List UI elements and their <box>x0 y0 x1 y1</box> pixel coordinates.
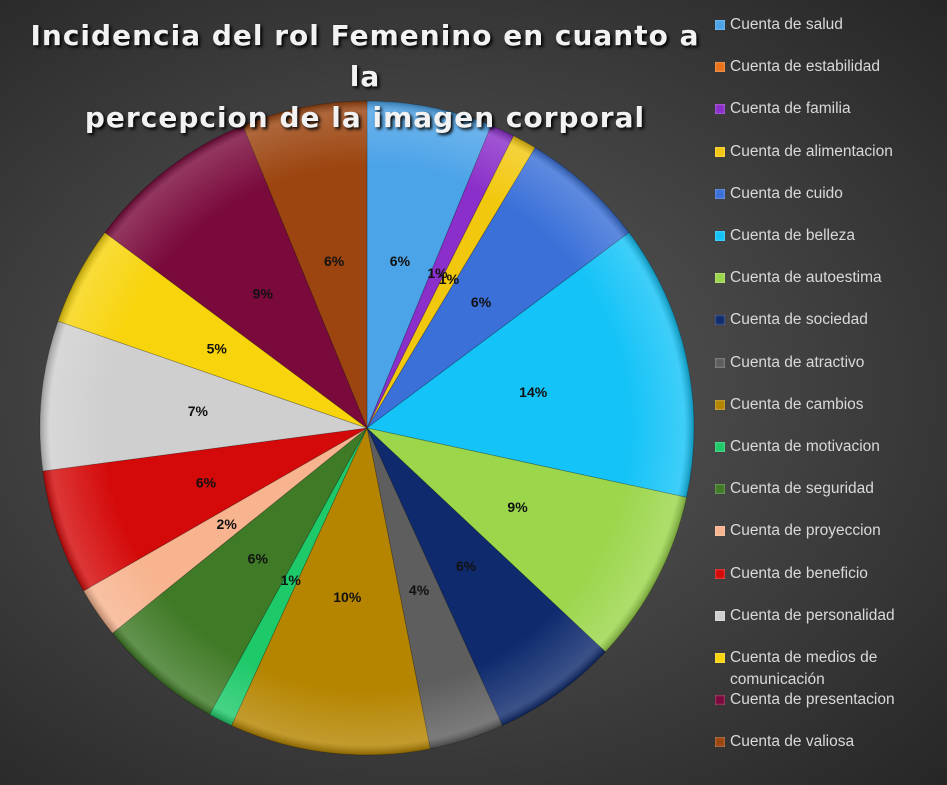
data-label-14: 7% <box>188 403 209 419</box>
legend-marker-icon <box>715 20 725 30</box>
data-label-5: 14% <box>519 384 548 400</box>
legend-marker-icon <box>715 104 725 115</box>
legend-label: Cuenta de familia <box>730 100 851 118</box>
data-label-0: 6% <box>390 253 411 269</box>
legend-marker-icon <box>715 610 725 621</box>
legend-marker-icon <box>715 568 725 579</box>
legend-item-9: Cuenta de cambios <box>715 394 943 416</box>
legend-marker-icon <box>715 695 725 706</box>
legend-item-5: Cuenta de belleza <box>715 225 943 247</box>
legend-marker-icon <box>715 399 725 410</box>
data-label-9: 10% <box>333 589 362 605</box>
legend-marker-icon <box>715 357 725 368</box>
legend-marker-icon <box>715 526 725 537</box>
data-label-7: 6% <box>456 558 477 574</box>
legend-marker-icon <box>715 146 725 157</box>
data-label-6: 9% <box>507 499 528 515</box>
legend-item-1: Cuenta de estabilidad <box>715 56 943 78</box>
legend-label: Cuenta de presentacion <box>730 691 895 709</box>
legend-label: Cuenta de valiosa <box>730 733 855 751</box>
legend-label: Cuenta de atractivo <box>730 353 865 371</box>
legend-item-7: Cuenta de sociedad <box>715 309 943 331</box>
legend-label: Cuenta de cuido <box>730 184 843 202</box>
legend-item-12: Cuenta de proyeccion <box>715 520 943 542</box>
legend-item-17: Cuenta de valiosa <box>715 731 943 753</box>
legend-item-2: Cuenta de familia <box>715 98 943 120</box>
legend-item-10: Cuenta de motivacion <box>715 436 943 458</box>
legend-label: Cuenta de salud <box>730 16 843 33</box>
chart-title-line-2: percepcion de la imagen corporal <box>84 101 646 134</box>
data-label-10: 1% <box>281 572 302 588</box>
legend-item-8: Cuenta de atractivo <box>715 352 943 374</box>
legend-item-11: Cuenta de seguridad <box>715 478 943 500</box>
legend-item-14: Cuenta de personalidad <box>715 605 943 627</box>
chart-title: Incidencia del rol Femenino en cuanto a … <box>10 15 720 138</box>
legend-marker-icon <box>715 315 725 326</box>
legend-marker-icon <box>715 737 725 748</box>
legend-label: Cuenta de cambios <box>730 395 864 413</box>
legend-label: Cuenta de seguridad <box>730 480 874 498</box>
data-label-15: 5% <box>207 340 228 356</box>
legend-marker-icon <box>715 484 725 495</box>
data-label-11: 6% <box>248 550 269 566</box>
legend-marker-icon <box>715 442 725 452</box>
legend-item-3: Cuenta de alimentacion <box>715 141 943 163</box>
legend-label: Cuenta de medios de comunicación <box>730 649 878 688</box>
legend-item-4: Cuenta de cuido <box>715 183 943 205</box>
data-label-4: 6% <box>471 294 492 310</box>
legend-item-15: Cuenta de medios de comunicación <box>715 647 943 691</box>
chart-title-line-1: Incidencia del rol Femenino en cuanto a … <box>30 19 700 93</box>
legend-item-16: Cuenta de presentacion <box>715 689 943 711</box>
data-label-13: 6% <box>196 475 217 491</box>
legend-marker-icon <box>715 231 725 241</box>
data-label-17: 6% <box>324 253 345 269</box>
legend-item-0: Cuenta de salud <box>715 14 943 36</box>
legend-label: Cuenta de alimentacion <box>730 142 893 160</box>
legend-label: Cuenta de proyeccion <box>730 522 881 540</box>
legend-marker-icon <box>715 62 725 73</box>
legend-item-13: Cuenta de beneficio <box>715 563 943 585</box>
legend-label: Cuenta de sociedad <box>730 311 868 329</box>
legend-label: Cuenta de estabilidad <box>730 58 880 76</box>
data-label-12: 2% <box>217 516 238 532</box>
data-label-16: 9% <box>253 286 274 302</box>
legend-label: Cuenta de motivacion <box>730 438 880 455</box>
legend-marker-icon <box>715 273 725 284</box>
legend-label: Cuenta de autoestima <box>730 269 882 287</box>
data-label-2: 1% <box>427 265 448 281</box>
legend-label: Cuenta de beneficio <box>730 564 868 582</box>
legend-item-6: Cuenta de autoestima <box>715 267 943 289</box>
legend-marker-icon <box>715 653 725 663</box>
legend-marker-icon <box>715 188 725 199</box>
data-label-8: 4% <box>409 582 430 598</box>
legend-label: Cuenta de personalidad <box>730 606 895 624</box>
legend-label: Cuenta de belleza <box>730 227 855 244</box>
data-label-3: 1% <box>439 271 460 287</box>
